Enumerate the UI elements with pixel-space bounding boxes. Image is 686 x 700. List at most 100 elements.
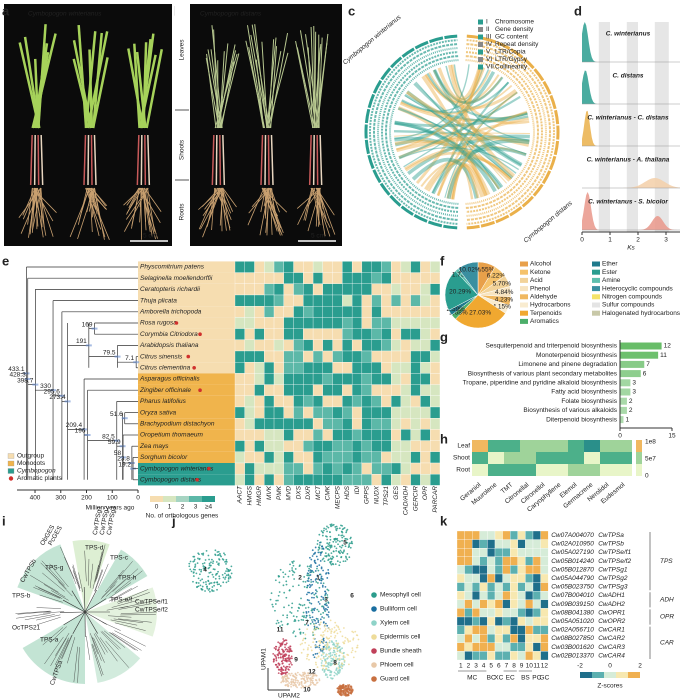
heat-cell: [430, 462, 441, 475]
heat-cell: [510, 625, 518, 635]
gene-label: HMGR: [256, 486, 263, 506]
cell-point: [291, 567, 294, 569]
gene-label: CMK: [325, 485, 332, 500]
axis-label: UPAM2: [278, 693, 300, 700]
heat-cell: [371, 451, 382, 464]
cell-point: [282, 638, 285, 640]
node-age: 209.4: [66, 422, 83, 429]
cell-point: [307, 577, 310, 579]
cell-point: [196, 586, 198, 589]
heat-cell: [456, 608, 465, 618]
heat-cell: [283, 474, 294, 486]
heat-cell: [464, 599, 473, 609]
tree-branch: [86, 636, 91, 660]
panel-letter: c: [348, 3, 355, 18]
heat-cell: [410, 306, 421, 318]
collinearity-link: [404, 144, 527, 170]
cell-point: [202, 581, 205, 584]
cell-point: [292, 585, 294, 588]
column-label: 2: [467, 663, 471, 670]
cell-point: [192, 575, 195, 577]
cell-point: [321, 669, 324, 671]
cell-point: [293, 630, 295, 633]
heat-cell: [264, 362, 275, 374]
tree-branch: [97, 563, 109, 589]
cell-point: [332, 642, 335, 645]
heat-cell: [510, 573, 518, 583]
tree-branch: [94, 569, 104, 592]
cell-point: [335, 640, 338, 642]
cell-point: [285, 583, 288, 586]
heat-cell: [456, 642, 465, 652]
cell-point: [218, 583, 221, 586]
heat-cell: [381, 283, 392, 296]
density: [582, 70, 680, 104]
cell-point: [281, 669, 284, 672]
heat-cell: [234, 317, 245, 329]
value-label: 11: [660, 352, 667, 359]
collinearity-link: [426, 72, 528, 120]
cell-point: [344, 541, 347, 543]
gene-name: CwTPSb: [598, 541, 624, 548]
heat-cell: [351, 362, 363, 374]
cell-point: [189, 560, 192, 563]
cell-type-label: BC: [487, 675, 496, 682]
cell-point: [318, 586, 321, 589]
x-tick-label: 0: [618, 433, 622, 440]
heat-cell: [525, 556, 534, 566]
gene-id: Cw02A010950: [551, 541, 594, 548]
heat-cell: [371, 395, 382, 408]
heat-cell: [410, 283, 421, 296]
legend-swatch: [7, 460, 15, 467]
shoot: [264, 134, 267, 186]
cell-point: [339, 692, 342, 695]
shoot: [319, 134, 323, 186]
heat-cell: [430, 474, 441, 486]
cell-point: [297, 584, 300, 587]
cell-point: [311, 596, 313, 599]
heat-cell: [430, 272, 441, 284]
cell-point: [326, 542, 329, 545]
colorbar-label: 2: [638, 663, 642, 670]
cell-point: [326, 676, 329, 679]
heat-cell: [244, 395, 255, 408]
heat-cell: [234, 261, 245, 273]
cell-point: [333, 653, 336, 656]
collinearity-link: [399, 101, 528, 123]
heat-cell: [303, 384, 314, 396]
x-tick-label: 2: [636, 237, 640, 244]
node-age: 196: [75, 428, 86, 435]
heat-cell: [456, 548, 465, 557]
heat-cell: [391, 272, 402, 284]
heat-cell: [322, 362, 333, 374]
band: [626, 22, 638, 232]
cell-point: [318, 573, 321, 576]
shoot: [267, 134, 270, 186]
panel-letter: d: [574, 3, 582, 18]
collinearity-link: [424, 160, 485, 198]
cell-point: [348, 687, 351, 690]
heat-cell: [502, 573, 511, 583]
heat-cell: [410, 350, 421, 363]
cell-point: [222, 581, 225, 584]
heat-cell: [283, 440, 294, 452]
cell-point: [329, 562, 332, 565]
cell-point: [337, 667, 340, 669]
cluster-label: 6: [350, 593, 354, 600]
cell-point: [227, 580, 230, 583]
row-band: [138, 339, 235, 351]
heat-cell: [430, 418, 441, 430]
cell-point: [313, 656, 316, 659]
cell-point: [321, 531, 324, 534]
heat-cell: [342, 440, 353, 452]
cell-point: [327, 627, 330, 630]
cell-point: [197, 557, 199, 560]
legend-label: Bundle sheath: [380, 648, 422, 655]
cell-point: [350, 651, 353, 654]
heat-cell: [381, 418, 392, 430]
cell-point: [312, 654, 315, 656]
cell-point: [342, 535, 345, 538]
tree-branch: [114, 570, 143, 594]
heat-cell: [510, 651, 518, 661]
category-label: Limonene and pinene degradation: [518, 361, 617, 368]
